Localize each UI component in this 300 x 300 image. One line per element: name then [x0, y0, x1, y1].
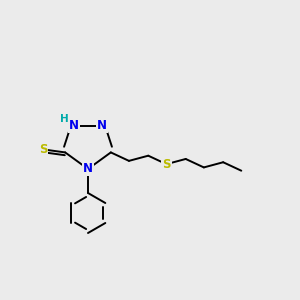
Text: H: H [59, 114, 68, 124]
Text: N: N [97, 119, 107, 132]
Text: N: N [83, 163, 93, 176]
Text: N: N [69, 119, 79, 132]
Text: S: S [39, 143, 47, 156]
Text: S: S [162, 158, 171, 171]
